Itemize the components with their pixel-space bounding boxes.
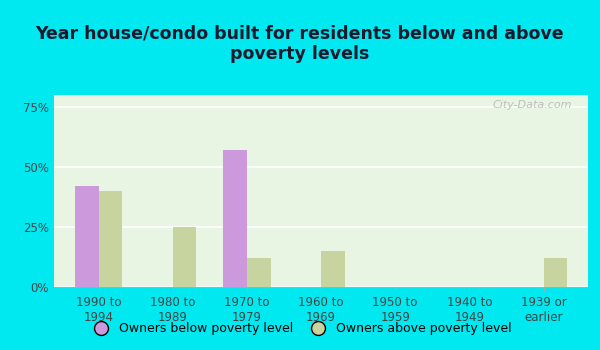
Bar	[98, 191, 122, 287]
Text: Year house/condo built for residents below and above
poverty levels: Year house/condo built for residents bel…	[35, 25, 565, 63]
Bar	[75, 186, 98, 287]
Text: City-Data.com: City-Data.com	[493, 100, 572, 110]
Bar	[544, 258, 567, 287]
Bar	[247, 258, 271, 287]
Bar	[223, 150, 247, 287]
Legend: Owners below poverty level, Owners above poverty level: Owners below poverty level, Owners above…	[84, 317, 516, 340]
Bar	[173, 227, 196, 287]
Bar	[321, 251, 345, 287]
